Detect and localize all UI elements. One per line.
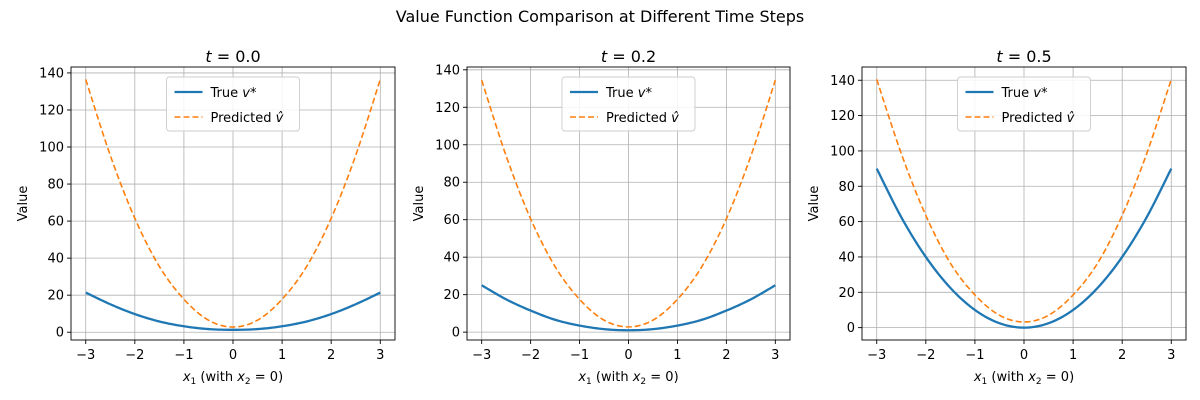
y-tick-label: 0 <box>56 326 64 341</box>
x-tick-label: 2 <box>722 348 730 363</box>
y-axis-label: Value <box>412 186 427 222</box>
x-tick-label: −2 <box>916 348 935 363</box>
legend-label: Predicted v̂ <box>606 111 679 126</box>
legend-box <box>957 76 1091 132</box>
subplot-1: −3 −2 −1 0 1 2 3 0 20 40 60 80 100 120 140 t = 0.0 x1 (w… <box>16 47 396 387</box>
x-tick-label: 0 <box>1020 348 1028 363</box>
y-tick-label: 20 <box>47 289 64 304</box>
y-tick-label: 60 <box>838 215 855 230</box>
x-tick-label: −2 <box>125 348 144 363</box>
x-axis-label: x1 (with x2 = 0) <box>577 370 678 387</box>
x-tick-label: −2 <box>521 348 540 363</box>
y-tick-label: 20 <box>838 286 855 301</box>
y-tick-label: 140 <box>435 63 460 78</box>
subplot-2: −3 −2 −1 0 1 2 3 0 20 40 60 80 100 120 140 t = 0.2 x1 (w… <box>412 47 791 387</box>
x-tick-label: 1 <box>278 348 286 363</box>
x-tick-label: 1 <box>1069 348 1077 363</box>
y-tick-label: 0 <box>452 326 460 341</box>
x-tick-label: 2 <box>327 348 335 363</box>
subplot-title: t = 0.5 <box>996 47 1051 66</box>
x-tick-label: 3 <box>376 348 384 363</box>
y-tick-label: 100 <box>39 141 64 156</box>
x-tick-label: 0 <box>624 348 632 363</box>
y-tick-label: 60 <box>443 213 460 228</box>
subplot-3: −3 −2 −1 0 1 2 3 0 20 40 60 80 100 120 140 t = 0.5 x1 (w… <box>807 47 1187 387</box>
y-tick-label: 40 <box>47 252 64 267</box>
x-tick-label: −1 <box>965 348 984 363</box>
x-tick-label: −1 <box>570 348 589 363</box>
x-tick-label: −3 <box>472 348 491 363</box>
legend: True v* Predicted v̂ <box>957 76 1091 132</box>
y-tick-label: 140 <box>39 66 64 81</box>
y-tick-label: 40 <box>838 250 855 265</box>
true-series-line <box>875 168 1173 329</box>
x-tick-label: 2 <box>1118 348 1126 363</box>
x-axis-label: x1 (with x2 = 0) <box>973 370 1074 387</box>
y-tick-label: 120 <box>39 103 64 118</box>
true-series-line <box>481 284 776 332</box>
y-tick-label: 140 <box>830 74 855 89</box>
y-tick-label: 60 <box>47 215 64 230</box>
x-tick-label: 1 <box>673 348 681 363</box>
y-tick-label: 20 <box>443 288 460 303</box>
legend-label: Predicted v̂ <box>1002 111 1075 126</box>
legend-label: True v* <box>1001 86 1048 101</box>
legend-label: True v* <box>210 86 257 101</box>
x-axis-label: x1 (with x2 = 0) <box>182 370 283 387</box>
subplot-title: t = 0.0 <box>205 47 260 66</box>
y-tick-label: 100 <box>435 138 460 153</box>
legend-label: Predicted v̂ <box>211 111 284 126</box>
y-tick-label: 100 <box>830 144 855 159</box>
subplot-title: t = 0.2 <box>601 47 656 66</box>
legend: True v* Predicted v̂ <box>166 76 300 132</box>
legend-box <box>166 76 300 132</box>
x-tick-label: 3 <box>1167 348 1175 363</box>
y-axis-label: Value <box>807 186 822 222</box>
predicted-series-line <box>875 79 1173 323</box>
predicted-series-line <box>480 79 777 328</box>
true-series-line <box>85 291 381 331</box>
y-tick-label: 40 <box>443 251 460 266</box>
y-tick-label: 120 <box>435 101 460 116</box>
y-tick-label: 120 <box>830 109 855 124</box>
legend-label: True v* <box>605 86 652 101</box>
x-tick-label: −3 <box>867 348 886 363</box>
predicted-series-line <box>84 79 382 328</box>
y-axis-label: Value <box>16 186 31 222</box>
x-tick-label: 3 <box>771 348 779 363</box>
y-tick-label: 80 <box>443 176 460 191</box>
legend: True v* Predicted v̂ <box>561 76 696 132</box>
x-tick-label: −1 <box>174 348 193 363</box>
y-tick-label: 80 <box>47 178 64 193</box>
legend-box <box>561 76 696 132</box>
y-tick-label: 0 <box>847 321 855 336</box>
y-tick-label: 80 <box>838 180 855 195</box>
x-tick-label: −3 <box>76 348 95 363</box>
x-tick-label: 0 <box>229 348 237 363</box>
figure-suptitle: Value Function Comparison at Different T… <box>396 7 804 26</box>
